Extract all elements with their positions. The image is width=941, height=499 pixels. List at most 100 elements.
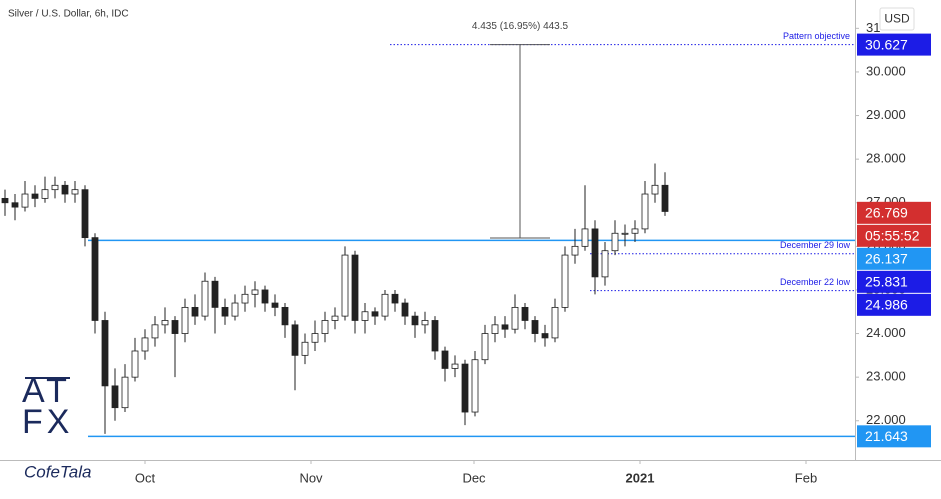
countdown-box bbox=[857, 224, 931, 247]
candle-body bbox=[11, 202, 19, 208]
y-tick-label: 24.000 bbox=[866, 325, 906, 340]
candle-body bbox=[111, 385, 119, 409]
candle-body bbox=[201, 280, 209, 317]
candle-body bbox=[131, 350, 139, 378]
candle-body bbox=[481, 333, 489, 361]
logo-top: AT bbox=[22, 372, 71, 410]
y-tick-label: 28.000 bbox=[866, 151, 906, 166]
candle-body bbox=[351, 254, 359, 321]
axes: 22.00023.00024.00025.00026.00027.00028.0… bbox=[135, 20, 931, 485]
candle-body bbox=[41, 189, 49, 199]
candle-body bbox=[261, 289, 269, 304]
candle-body bbox=[271, 302, 279, 308]
x-tick-label: Oct bbox=[135, 470, 156, 485]
candle-body bbox=[291, 324, 299, 356]
candle-body bbox=[531, 320, 539, 334]
candle-body bbox=[71, 189, 79, 195]
price-box bbox=[857, 33, 931, 56]
level-note: December 29 low bbox=[780, 240, 851, 250]
candle-body bbox=[611, 232, 619, 252]
price-box bbox=[857, 201, 931, 224]
y-tick-label: 29.000 bbox=[866, 107, 906, 122]
candle-body bbox=[341, 254, 349, 317]
x-tick-label: Dec bbox=[462, 470, 486, 485]
logo: AT FX CofeTala bbox=[22, 372, 91, 482]
candle-body bbox=[561, 254, 569, 308]
price-label: 25.831 bbox=[865, 274, 908, 290]
candle-body bbox=[501, 324, 509, 330]
candle-body bbox=[211, 280, 219, 308]
logo-bottom: FX bbox=[22, 403, 73, 441]
candle-body bbox=[161, 320, 169, 326]
candle-body bbox=[61, 184, 69, 195]
candle-body bbox=[191, 306, 199, 317]
candle-body bbox=[511, 306, 519, 330]
price-label: 26.769 bbox=[865, 205, 908, 221]
candle-body bbox=[391, 293, 399, 304]
candle-body bbox=[381, 293, 389, 317]
candle-body bbox=[81, 189, 89, 239]
candle-body bbox=[601, 250, 609, 278]
candle-body bbox=[51, 184, 59, 191]
price-label: 26.137 bbox=[865, 251, 908, 267]
price-label: 21.643 bbox=[865, 428, 908, 444]
candle-body bbox=[411, 315, 419, 326]
candle-body bbox=[151, 324, 159, 339]
candle-body bbox=[551, 306, 559, 339]
currency-box bbox=[879, 7, 915, 31]
y-tick-label: 30.000 bbox=[866, 63, 906, 78]
candle-body bbox=[361, 311, 369, 321]
y-tick-label: 22.000 bbox=[866, 412, 906, 427]
candle-body bbox=[631, 228, 639, 234]
candle-body bbox=[651, 184, 659, 195]
candle-body bbox=[441, 350, 449, 369]
plot-area: Pattern objective December 29 low December… bbox=[1, 21, 855, 438]
x-tick-label: Nov bbox=[299, 470, 323, 485]
candle-body bbox=[661, 184, 669, 212]
y-tick-label: 31 bbox=[866, 20, 880, 35]
candle-body bbox=[141, 337, 149, 352]
candle-body bbox=[241, 293, 249, 304]
candle-body bbox=[541, 333, 549, 339]
candle-body bbox=[431, 320, 439, 352]
chart-title: Silver / U.S. Dollar, 6h, IDC bbox=[8, 9, 129, 20]
candle-body bbox=[401, 302, 409, 317]
candle-body bbox=[591, 228, 599, 278]
candle-body bbox=[331, 315, 339, 321]
price-label: 24.986 bbox=[865, 297, 908, 313]
candle-body bbox=[21, 193, 29, 208]
candle-body bbox=[491, 324, 499, 334]
x-tick-label: Feb bbox=[795, 470, 817, 485]
candle-body bbox=[371, 311, 379, 317]
candle-body bbox=[521, 306, 529, 321]
candle-body bbox=[31, 193, 39, 199]
candle-body bbox=[1, 197, 9, 204]
candle-body bbox=[461, 363, 469, 413]
level-note: Pattern objective bbox=[783, 31, 850, 41]
watermark: CofeTala bbox=[24, 462, 91, 481]
candle-body bbox=[421, 320, 429, 326]
price-box bbox=[857, 247, 931, 270]
candle-body bbox=[121, 376, 129, 409]
candle-body bbox=[281, 306, 289, 326]
candle-body bbox=[181, 306, 189, 334]
level-note: December 22 low bbox=[780, 277, 851, 287]
currency: USD bbox=[884, 12, 910, 26]
candle-body bbox=[571, 245, 579, 256]
candle-body bbox=[451, 363, 459, 369]
candle-body bbox=[221, 306, 229, 317]
candle-body bbox=[301, 341, 309, 356]
candle-body bbox=[91, 237, 99, 321]
price-box bbox=[857, 270, 931, 293]
candle-body bbox=[171, 320, 179, 334]
y-tick-label: 23.000 bbox=[866, 369, 906, 384]
candle-body bbox=[471, 359, 479, 413]
price-label: 30.627 bbox=[865, 36, 908, 52]
price-box bbox=[857, 425, 931, 448]
candle-body bbox=[101, 320, 109, 387]
x-tick-label: 2021 bbox=[626, 470, 655, 485]
candle-body bbox=[251, 289, 259, 295]
candle-body bbox=[621, 232, 629, 235]
